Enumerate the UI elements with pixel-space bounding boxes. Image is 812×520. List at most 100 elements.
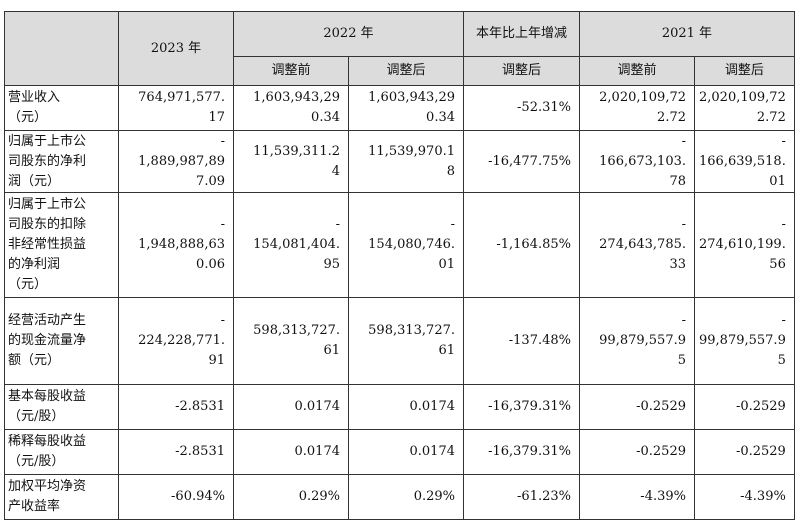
row-label-line: 稀释每股收益 [8,434,87,449]
value-2021-after-line: 56 [769,257,786,272]
value-2022-before-line: 0.0174 [294,444,341,459]
table-row: 归属于上市公 司股东的净利 润（元） - 1,889,987,89 7.09 11,539,… [4,130,795,193]
value-change-line: -61.23% [517,489,571,504]
value-2021-after-line: 99,879,557.9 [699,333,786,348]
value-2021-after: 2,020,109,72 2.72 [694,85,795,131]
value-2021-after: -0.2529 [694,384,795,430]
value-2023-line: 1,948,888,63 [138,237,225,252]
row-label-line: 的净利润 [8,257,61,272]
row-label-line: （元） [8,277,48,292]
header-2021: 2021 年 [579,11,795,57]
value-2022-before-line: 4 [331,163,340,179]
value-2023: -2.8531 [118,384,234,430]
value-2023-line: -2.8531 [175,399,225,414]
value-2021-before-line: -4.39% [640,489,686,504]
value-2023: -2.8531 [118,429,234,475]
value-2021-before: -4.39% [579,474,695,520]
value-2021-before-line: 5 [677,353,686,368]
table-row: 稀释每股收益 （元/股） -2.8531 0.0174 0.0174 -16,379.31… [4,429,795,475]
value-change-line: -16,379.31% [488,399,571,414]
row-label-line: 基本每股收益 [8,389,87,404]
value-change-line: -137.48% [508,333,571,348]
value-2022-after-line: 8 [446,163,455,179]
value-2022-after: 0.0174 [348,429,464,475]
table-row: 归属于上市公 司股东的扣除 非经常性损益 的净利润 （元） - 1,948,888,63 0.… [4,192,795,298]
value-2023-line: 224,228,771. [138,333,225,348]
row-label-line: （元/股） [8,409,65,424]
header-row-sub: 调整前 调整后 调整后 调整前 调整后 [5,56,795,86]
value-2022-before: - 154,081,404. 95 [233,192,349,298]
row-label-line: （元/股） [8,454,65,469]
value-2022-before: 0.0174 [233,429,349,475]
value-2022-before-line: 154,081,404. [253,237,340,252]
value-2023-line: 0.06 [196,257,225,272]
value-2022-after: 1,603,943,29 0.34 [348,85,464,131]
value-2022-after-line: 11,539,970.1 [368,143,455,159]
row-label: 基本每股收益 （元/股） [4,384,119,430]
value-2021-before-line: - [681,313,686,328]
row-label-line: 润（元） [8,173,61,189]
header-change-after: 调整后 [463,56,580,86]
value-2023-line: 17 [208,110,225,125]
row-label-line: （元） [8,110,48,125]
value-2022-after-line: 0.34 [426,110,455,125]
value-change-line: -16,379.31% [488,444,571,459]
table-row: 基本每股收益 （元/股） -2.8531 0.0174 0.0174 -16,379.31… [4,384,795,430]
value-2022-before-line: 1,603,943,29 [253,90,340,105]
header-2022-after: 调整后 [348,56,464,86]
value-change-line: -52.31% [517,100,571,115]
value-2022-before-line: 95 [323,257,340,272]
value-2021-before: 2,020,109,72 2.72 [579,85,695,131]
row-label-line: 营业收入 [8,90,61,105]
header-corner-cell [4,11,119,86]
value-change: -16,379.31% [463,429,580,475]
value-2022-after-line: - [450,217,455,232]
value-change: -137.48% [463,297,580,385]
value-2022-after: 598,313,727. 61 [348,297,464,385]
value-2022-after: 0.29% [348,474,464,520]
value-2022-after-line: 1,603,943,29 [368,90,455,105]
value-2021-before: - 99,879,557.9 5 [579,297,695,385]
value-2022-after-line: 61 [438,343,455,358]
value-2021-before-line: 274,643,785. [599,237,686,252]
value-2023-line: -60.94% [171,489,225,504]
header-row-top: 2023 年 2022 年 本年比上年增减 2021 年 [4,11,795,86]
value-2022-before-line: 0.29% [298,489,340,504]
row-label-line: 司股东的扣除 [8,217,87,232]
value-2021-before-line: 2.72 [657,110,686,125]
row-label-line: 司股东的净利 [8,153,87,169]
value-2022-before: 598,313,727. 61 [233,297,349,385]
value-2021-before-line: -0.2529 [636,399,686,414]
value-2021-after: -4.39% [694,474,795,520]
value-change-line: -16,477.75% [488,153,571,169]
value-2021-before: -0.2529 [579,384,695,430]
row-label-line: 归属于上市公 [8,197,87,212]
value-2022-before: 0.0174 [233,384,349,430]
row-label-line: 非经常性损益 [8,237,87,252]
header-2022-before: 调整前 [233,56,349,86]
value-2023: - 1,889,987,89 7.09 [118,130,234,193]
value-change: -16,477.75% [463,130,580,193]
value-2021-after: - 166,639,518. 01 [694,130,795,193]
value-2022-after: 0.0174 [348,384,464,430]
value-2022-after-line: 0.0174 [409,399,456,414]
value-change: -61.23% [463,474,580,520]
value-2022-before-line: 11,539,311.2 [253,143,340,159]
row-label: 归属于上市公 司股东的净利 润（元） [4,130,119,193]
row-label-line: 加权平均净资 [8,479,87,494]
value-change: -1,164.85% [463,192,580,298]
header-2021-before: 调整前 [579,56,695,86]
value-2023: -60.94% [118,474,234,520]
header-change: 本年比上年增减 [463,11,580,57]
value-2022-after-line: 598,313,727. [368,323,455,338]
value-2023-line: -2.8531 [175,444,225,459]
row-label: 加权平均净资 产收益率 [4,474,119,520]
value-2021-after-line: 5 [777,353,786,368]
row-label: 归属于上市公 司股东的扣除 非经常性损益 的净利润 （元） [4,192,119,298]
value-2021-after-line: 2.72 [756,110,786,125]
value-2023-line: - [220,133,225,149]
header-2021-after: 调整后 [694,56,795,86]
value-2021-before-line: -0.2529 [636,444,686,459]
row-label-line: 额（元） [8,353,61,368]
row-label-line: 产收益率 [8,499,61,514]
